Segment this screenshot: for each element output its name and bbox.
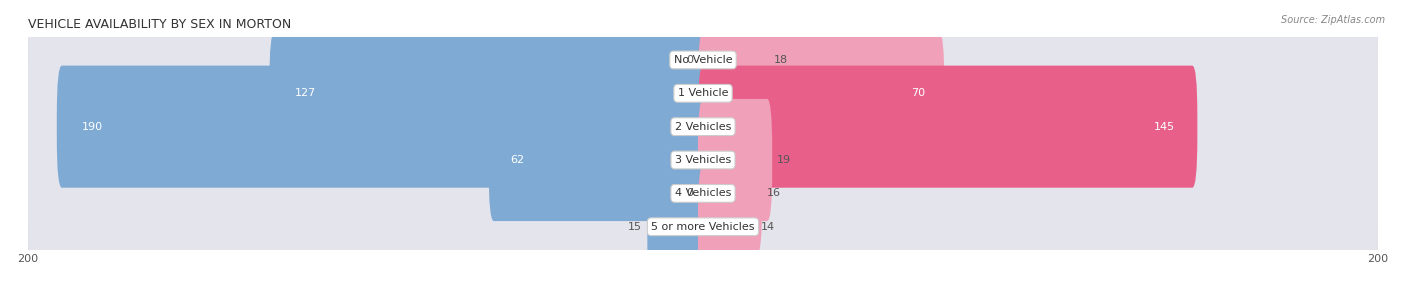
Text: 3 Vehicles: 3 Vehicles	[675, 155, 731, 165]
Text: 0: 0	[686, 188, 693, 198]
FancyBboxPatch shape	[28, 147, 1378, 305]
FancyBboxPatch shape	[25, 80, 1381, 240]
FancyBboxPatch shape	[56, 66, 709, 188]
FancyBboxPatch shape	[28, 0, 1378, 140]
FancyBboxPatch shape	[25, 13, 1381, 174]
Text: 19: 19	[778, 155, 792, 165]
Text: 15: 15	[628, 222, 643, 232]
FancyBboxPatch shape	[697, 0, 769, 121]
Text: VEHICLE AVAILABILITY BY SEX IN MORTON: VEHICLE AVAILABILITY BY SEX IN MORTON	[28, 18, 291, 31]
FancyBboxPatch shape	[28, 114, 1378, 273]
Text: 2 Vehicles: 2 Vehicles	[675, 122, 731, 132]
FancyBboxPatch shape	[697, 166, 755, 288]
Text: 14: 14	[761, 222, 775, 232]
FancyBboxPatch shape	[697, 99, 772, 221]
Text: 4 Vehicles: 4 Vehicles	[675, 188, 731, 198]
Text: 62: 62	[510, 155, 524, 165]
FancyBboxPatch shape	[647, 166, 709, 288]
Text: 18: 18	[773, 55, 787, 65]
FancyBboxPatch shape	[25, 0, 1381, 140]
Text: No Vehicle: No Vehicle	[673, 55, 733, 65]
Text: 1 Vehicle: 1 Vehicle	[678, 88, 728, 98]
FancyBboxPatch shape	[697, 66, 1198, 188]
FancyBboxPatch shape	[25, 46, 1381, 207]
FancyBboxPatch shape	[697, 132, 762, 254]
Text: 0: 0	[686, 55, 693, 65]
FancyBboxPatch shape	[28, 47, 1378, 206]
FancyBboxPatch shape	[25, 146, 1381, 305]
FancyBboxPatch shape	[28, 14, 1378, 173]
FancyBboxPatch shape	[489, 99, 709, 221]
Text: 16: 16	[768, 188, 782, 198]
FancyBboxPatch shape	[270, 32, 709, 154]
FancyBboxPatch shape	[28, 80, 1378, 240]
Text: 127: 127	[295, 88, 316, 98]
FancyBboxPatch shape	[697, 32, 945, 154]
Text: 145: 145	[1154, 122, 1175, 132]
Text: 190: 190	[82, 122, 103, 132]
FancyBboxPatch shape	[25, 113, 1381, 274]
Text: 70: 70	[911, 88, 925, 98]
Text: Source: ZipAtlas.com: Source: ZipAtlas.com	[1281, 15, 1385, 25]
Text: 5 or more Vehicles: 5 or more Vehicles	[651, 222, 755, 232]
